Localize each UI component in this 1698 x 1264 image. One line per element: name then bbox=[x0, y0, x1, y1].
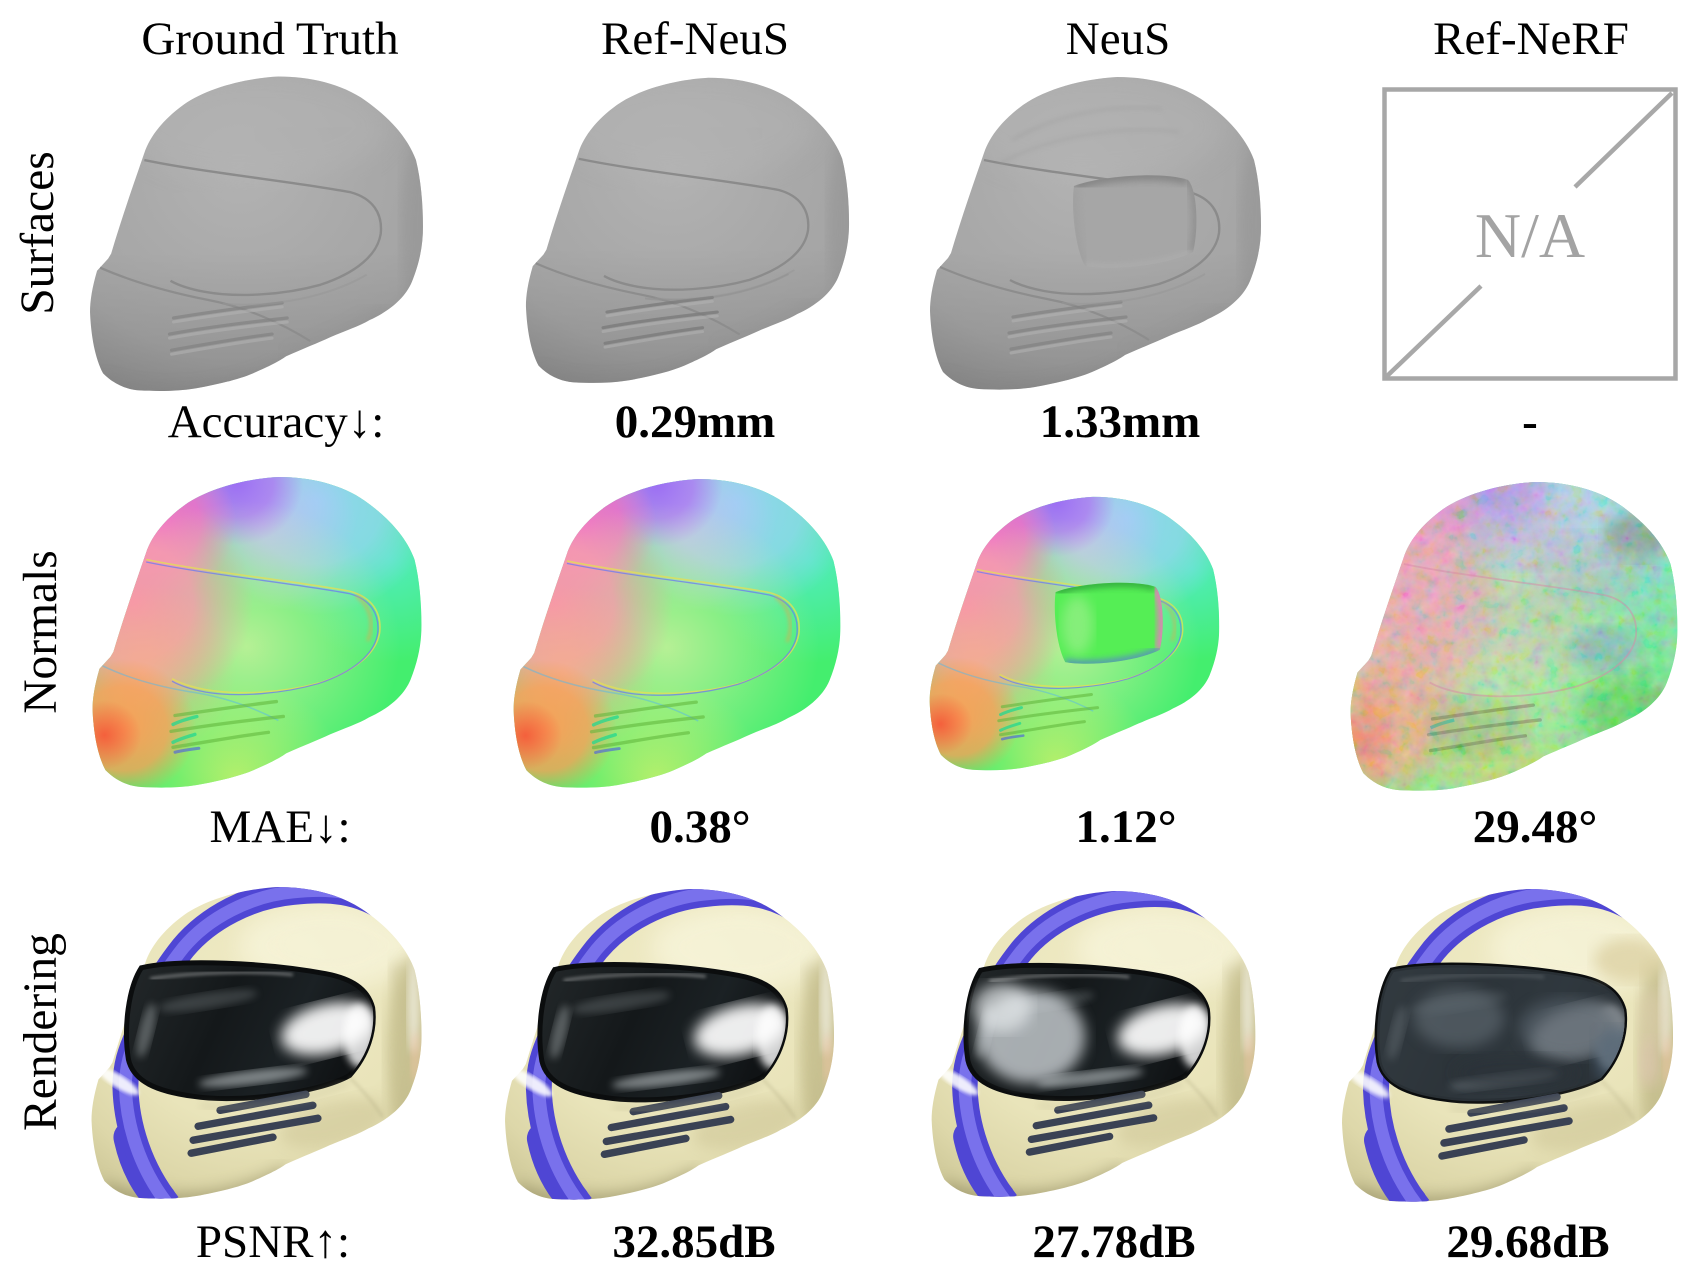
svg-text:N/A: N/A bbox=[1475, 200, 1585, 271]
